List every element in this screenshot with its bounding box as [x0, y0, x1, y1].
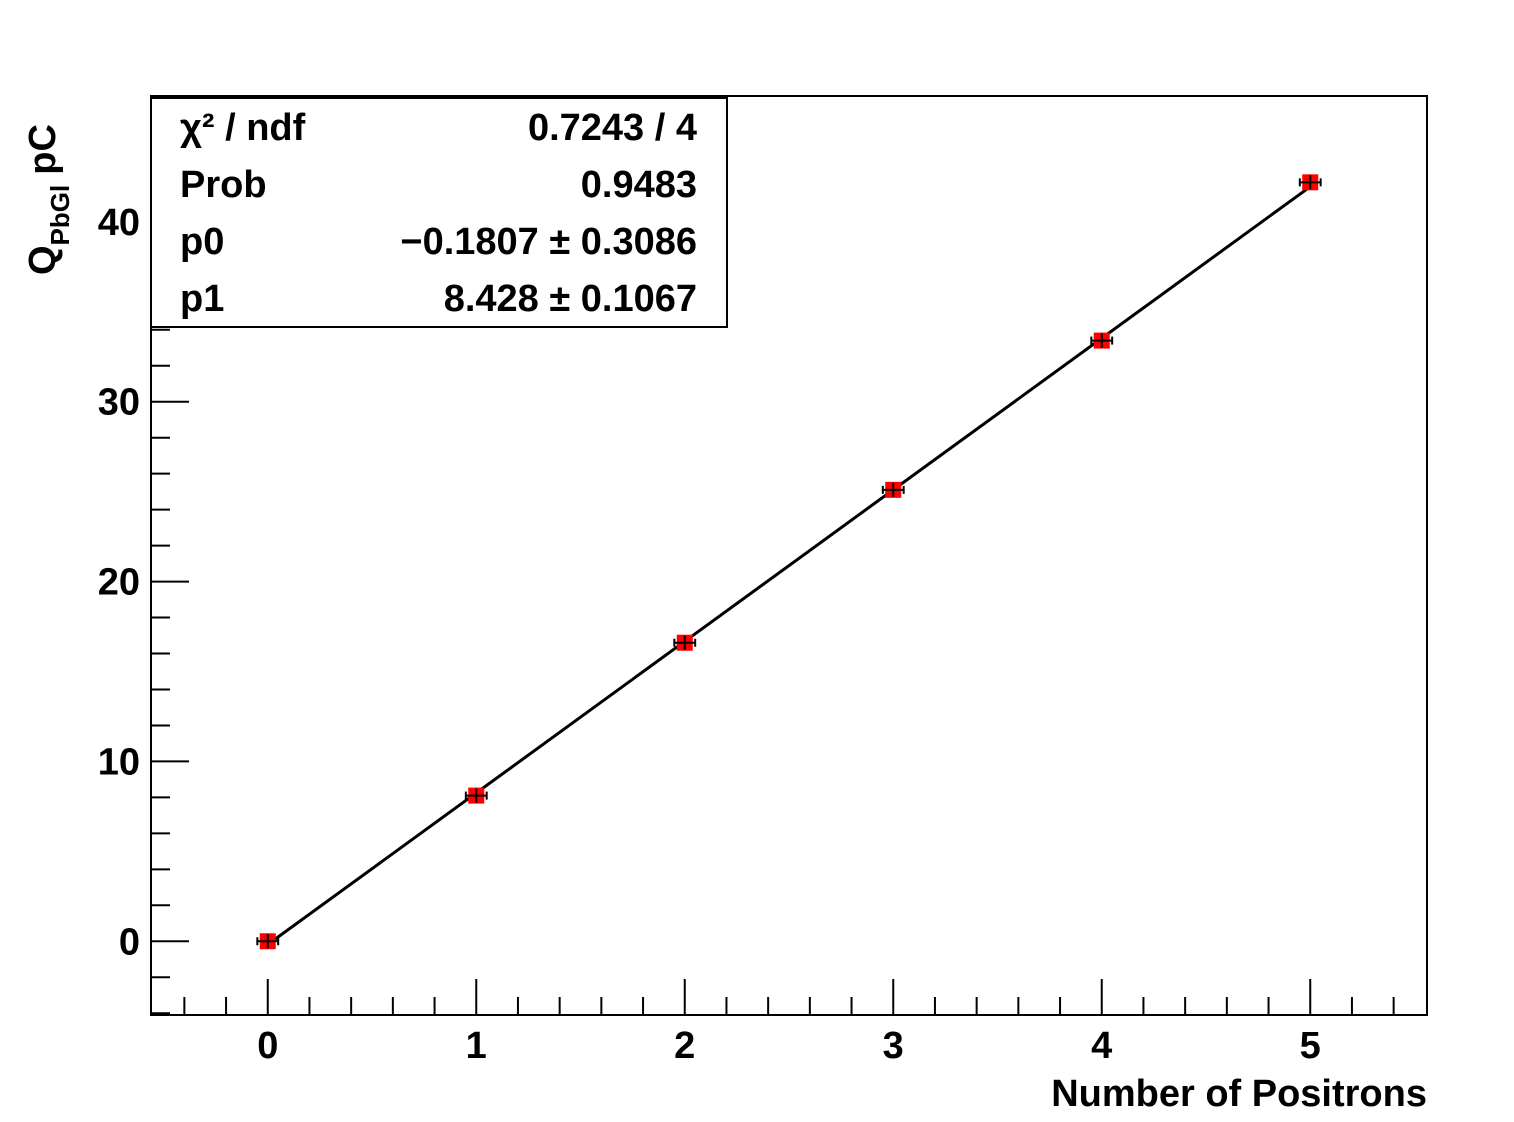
stats-label: Prob: [180, 164, 267, 206]
stats-value: −0.1807 ± 0.3086: [400, 221, 697, 263]
stats-label: χ² / ndf: [180, 107, 306, 149]
y-tick-label: 30: [98, 382, 140, 424]
stats-box-frame: [150, 97, 728, 328]
data-point: [256, 933, 280, 950]
y-axis-title: QPbGl pC: [22, 124, 75, 275]
y-tick-label: 40: [98, 202, 140, 244]
x-tick-label: 0: [257, 1025, 278, 1067]
y-tick-label: 20: [98, 562, 140, 604]
x-axis-title: Number of Positrons: [1051, 1073, 1427, 1115]
y-axis-title-unit: pC: [22, 124, 64, 175]
x-tick-label: 1: [466, 1025, 487, 1067]
stats-value: 0.9483: [581, 164, 697, 206]
x-tick-label: 5: [1300, 1025, 1321, 1067]
x-tick-label: 4: [1091, 1025, 1112, 1067]
x-tick-label: 2: [674, 1025, 695, 1067]
fit-line: [266, 185, 1312, 946]
minor-ticks: [151, 112, 1395, 1015]
data-point: [673, 634, 697, 651]
data-point: [1090, 332, 1114, 349]
y-tick-label: 10: [98, 741, 140, 783]
y-axis-title-sub: PbGl: [45, 185, 75, 246]
x-tick-label: 3: [883, 1025, 904, 1067]
plot-frame: [150, 95, 1428, 1016]
data-point: [1298, 174, 1322, 191]
svg-text:QPbGlpC: QPbGl pC: [22, 124, 75, 275]
stats-value: 8.428 ± 0.1067: [444, 278, 697, 320]
stats-label: p0: [180, 221, 224, 263]
data-point: [464, 787, 488, 804]
y-axis-title-main: Q: [22, 245, 64, 275]
stats-label: p1: [180, 278, 224, 320]
stats-value: 0.7243 / 4: [528, 107, 697, 149]
stats-rows: χ² / ndf 0.7243 / 4 Prob 0.9483 p0 −0.1807 ± …: [180, 107, 697, 320]
data-points: [256, 174, 1322, 950]
y-tick-label: 0: [119, 921, 140, 963]
major-ticks: [151, 220, 1312, 1015]
tick-labels: 0 1 2 3 4 5 0 10 20 30 40: [98, 202, 1321, 1067]
stats-box: χ² / ndf 0.7243 / 4 Prob 0.9483 p0 −0.1807 ± …: [150, 97, 728, 328]
data-point: [881, 481, 905, 498]
